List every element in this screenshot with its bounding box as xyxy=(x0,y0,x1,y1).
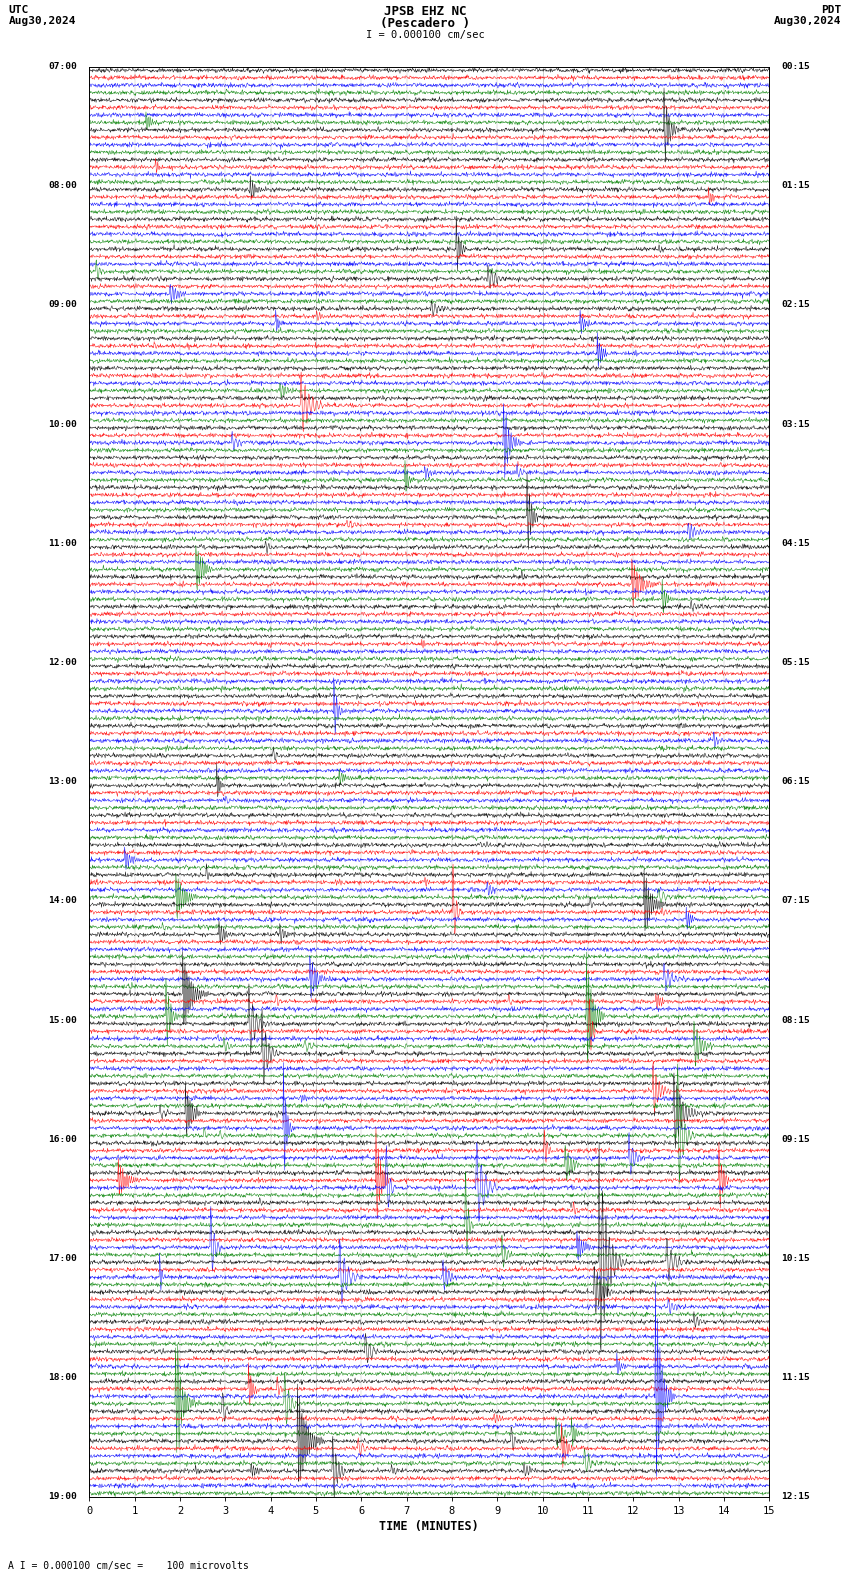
Text: 01:15: 01:15 xyxy=(781,181,810,190)
Text: 11:00: 11:00 xyxy=(48,539,77,548)
Text: 03:15: 03:15 xyxy=(781,420,810,429)
Text: 17:00: 17:00 xyxy=(48,1255,77,1262)
Text: 10:00: 10:00 xyxy=(48,420,77,429)
Text: I = 0.000100 cm/sec: I = 0.000100 cm/sec xyxy=(366,30,484,40)
Text: Aug30,2024: Aug30,2024 xyxy=(8,16,76,25)
Text: 08:15: 08:15 xyxy=(781,1015,810,1025)
Text: 10:15: 10:15 xyxy=(781,1255,810,1262)
Text: 04:15: 04:15 xyxy=(781,539,810,548)
Text: 12:15: 12:15 xyxy=(781,1492,810,1502)
Text: UTC: UTC xyxy=(8,5,29,14)
Text: 07:00: 07:00 xyxy=(48,62,77,71)
Text: 07:15: 07:15 xyxy=(781,897,810,906)
Text: 02:15: 02:15 xyxy=(781,301,810,309)
Text: 00:15: 00:15 xyxy=(781,62,810,71)
Text: 18:00: 18:00 xyxy=(48,1373,77,1383)
Text: 05:15: 05:15 xyxy=(781,657,810,667)
Text: 11:15: 11:15 xyxy=(781,1373,810,1383)
Text: 14:00: 14:00 xyxy=(48,897,77,906)
Text: 09:00: 09:00 xyxy=(48,301,77,309)
Text: 13:00: 13:00 xyxy=(48,778,77,786)
Text: 12:00: 12:00 xyxy=(48,657,77,667)
Text: Aug30,2024: Aug30,2024 xyxy=(774,16,842,25)
Text: 09:15: 09:15 xyxy=(781,1134,810,1144)
Text: PDT: PDT xyxy=(821,5,842,14)
Text: (Pescadero ): (Pescadero ) xyxy=(380,17,470,30)
Text: 08:00: 08:00 xyxy=(48,181,77,190)
Text: 15:00: 15:00 xyxy=(48,1015,77,1025)
X-axis label: TIME (MINUTES): TIME (MINUTES) xyxy=(379,1521,479,1533)
Text: 16:00: 16:00 xyxy=(48,1134,77,1144)
Text: JPSB EHZ NC: JPSB EHZ NC xyxy=(383,5,467,17)
Text: 19:00: 19:00 xyxy=(48,1492,77,1502)
Text: A I = 0.000100 cm/sec =    100 microvolts: A I = 0.000100 cm/sec = 100 microvolts xyxy=(8,1562,249,1571)
Text: 06:15: 06:15 xyxy=(781,778,810,786)
